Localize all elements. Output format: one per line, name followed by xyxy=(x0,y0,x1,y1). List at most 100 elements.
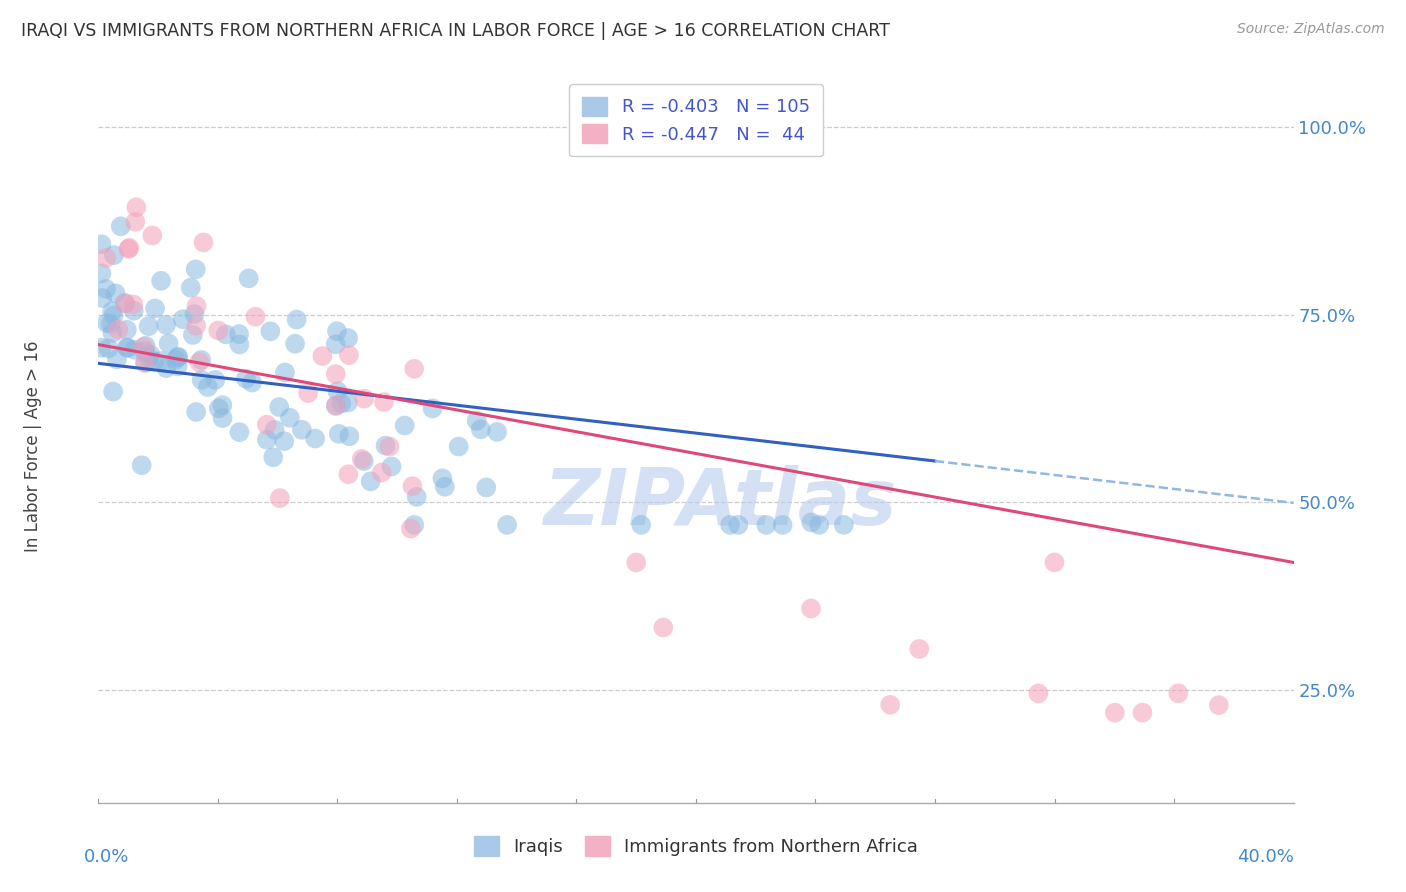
Point xyxy=(193,235,215,250)
Point xyxy=(104,286,127,301)
Point xyxy=(800,601,823,615)
Point xyxy=(263,423,285,437)
Text: 0.0%: 0.0% xyxy=(83,848,129,866)
Point xyxy=(134,355,156,369)
Point xyxy=(325,399,347,413)
Point xyxy=(135,339,157,353)
Point xyxy=(204,373,226,387)
Point xyxy=(399,522,422,536)
Point xyxy=(184,262,207,277)
Point xyxy=(197,380,219,394)
Point xyxy=(465,414,488,428)
Point xyxy=(138,319,160,334)
Point xyxy=(337,467,360,482)
Point xyxy=(190,353,212,368)
Point xyxy=(118,241,141,255)
Point xyxy=(132,340,155,354)
Point xyxy=(131,458,153,473)
Point xyxy=(337,331,360,345)
Point xyxy=(166,351,188,365)
Point xyxy=(336,395,359,409)
Point xyxy=(879,698,901,712)
Point xyxy=(1104,706,1126,720)
Point xyxy=(269,400,291,414)
Point xyxy=(475,480,498,494)
Point xyxy=(447,440,470,454)
Point xyxy=(433,480,456,494)
Point xyxy=(240,376,263,390)
Point xyxy=(325,367,347,381)
Point xyxy=(380,459,402,474)
Point xyxy=(405,490,427,504)
Point xyxy=(180,281,202,295)
Point xyxy=(97,342,120,356)
Text: 40.0%: 40.0% xyxy=(1237,848,1294,866)
Point xyxy=(245,310,267,324)
Text: ZIPAtlas: ZIPAtlas xyxy=(543,465,897,541)
Point xyxy=(374,439,396,453)
Point xyxy=(114,296,136,310)
Point xyxy=(90,341,112,355)
Point xyxy=(1167,686,1189,700)
Point xyxy=(167,350,190,364)
Point xyxy=(103,248,125,262)
Point xyxy=(183,307,205,321)
Point xyxy=(350,452,373,467)
Point xyxy=(274,366,297,380)
Point xyxy=(186,318,208,333)
Point xyxy=(401,479,423,493)
Text: IRAQI VS IMMIGRANTS FROM NORTHERN AFRICA IN LABOR FORCE | AGE > 16 CORRELATION C: IRAQI VS IMMIGRANTS FROM NORTHERN AFRICA… xyxy=(21,22,890,40)
Point xyxy=(291,423,314,437)
Point xyxy=(235,372,257,386)
Point xyxy=(211,411,233,425)
Point xyxy=(124,343,146,357)
Point xyxy=(122,297,145,311)
Point xyxy=(90,237,112,252)
Point xyxy=(115,340,138,354)
Point xyxy=(207,323,229,337)
Point xyxy=(422,401,444,416)
Point xyxy=(105,352,128,367)
Point xyxy=(110,219,132,234)
Point xyxy=(325,337,347,351)
Point xyxy=(143,354,166,368)
Point xyxy=(101,326,124,340)
Point xyxy=(172,312,194,326)
Point xyxy=(404,517,426,532)
Point xyxy=(228,327,250,342)
Point xyxy=(1043,556,1066,570)
Point xyxy=(124,215,146,229)
Point xyxy=(378,440,401,454)
Text: In Labor Force | Age > 16: In Labor Force | Age > 16 xyxy=(24,340,42,552)
Point xyxy=(337,429,360,443)
Point xyxy=(166,359,188,374)
Point xyxy=(727,517,749,532)
Point xyxy=(353,392,375,406)
Point xyxy=(800,516,823,530)
Point xyxy=(186,299,208,313)
Point xyxy=(1132,706,1154,720)
Point xyxy=(155,318,177,332)
Point xyxy=(626,556,648,570)
Point xyxy=(96,251,118,265)
Point xyxy=(262,450,284,465)
Point xyxy=(325,399,347,413)
Point xyxy=(496,517,519,532)
Point xyxy=(297,386,319,401)
Point xyxy=(188,355,211,369)
Legend: Iraqis, Immigrants from Northern Africa: Iraqis, Immigrants from Northern Africa xyxy=(464,827,928,865)
Point xyxy=(143,301,166,316)
Point xyxy=(208,401,231,416)
Point xyxy=(394,418,416,433)
Point xyxy=(228,337,250,351)
Point xyxy=(326,384,349,399)
Point xyxy=(125,200,148,214)
Point xyxy=(184,405,207,419)
Point xyxy=(134,344,156,359)
Point xyxy=(150,354,173,368)
Point xyxy=(311,349,333,363)
Point xyxy=(215,327,238,342)
Point xyxy=(165,352,187,367)
Point xyxy=(337,348,360,362)
Point xyxy=(772,517,794,532)
